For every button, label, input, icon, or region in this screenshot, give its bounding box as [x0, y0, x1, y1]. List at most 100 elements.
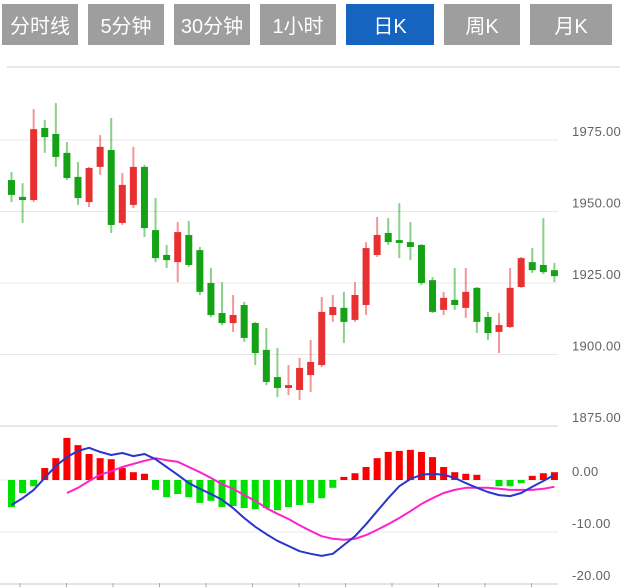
- macd-bar: [262, 480, 270, 509]
- macd-bar: [152, 480, 160, 490]
- macd-bar: [163, 480, 171, 498]
- candle-body: [96, 146, 104, 167]
- macd-bar: [296, 480, 304, 505]
- price-axis-label: 1950.00: [572, 196, 621, 211]
- macd-bar: [329, 480, 337, 488]
- macd-bar: [318, 480, 326, 499]
- candle-body: [506, 287, 514, 328]
- candle-body: [63, 152, 71, 179]
- candle-body: [473, 287, 481, 322]
- macd-bar: [528, 475, 536, 480]
- macd-bar: [462, 473, 470, 480]
- macd-bar: [41, 468, 49, 480]
- chart-layers: 1975.00 1950.00 1925.00 1900.00 1875.00 0.00 -…: [0, 66, 621, 587]
- candle-body: [107, 150, 115, 225]
- macd-histogram: [8, 437, 558, 511]
- tab-monthly-k[interactable]: 月K: [530, 4, 612, 45]
- candle-body: [240, 305, 248, 338]
- candle-body: [163, 254, 171, 261]
- candle-body: [440, 297, 448, 310]
- macd-bar: [362, 467, 370, 480]
- macd-bar: [495, 480, 503, 487]
- candle-body: [340, 307, 348, 322]
- macd-bar: [517, 480, 525, 484]
- candle-body: [495, 325, 503, 332]
- macd-bar: [196, 480, 204, 503]
- tab-weekly-k[interactable]: 周K: [444, 4, 520, 45]
- candle-body: [318, 311, 326, 366]
- candle-body: [484, 317, 492, 334]
- price-axis-label: 1900.00: [572, 339, 621, 354]
- macd-bar: [218, 480, 226, 508]
- candle-body: [262, 349, 270, 382]
- candle-body: [373, 234, 381, 255]
- macd-bar: [85, 454, 93, 480]
- macd-bar: [384, 451, 392, 480]
- candle-body: [207, 283, 215, 316]
- macd-bar: [63, 437, 71, 480]
- candle-body: [429, 280, 437, 312]
- macd-bar: [539, 473, 547, 480]
- candle-body: [30, 129, 38, 201]
- candle-body: [351, 295, 359, 320]
- dif-line: [10, 446, 555, 557]
- macd-bar: [473, 474, 481, 480]
- candle-body: [74, 176, 82, 199]
- macd-bar: [8, 480, 15, 508]
- macd-bar: [118, 468, 126, 480]
- price-axis-label: 1875.00: [572, 410, 621, 425]
- candle-body: [129, 166, 137, 205]
- macd-bar: [307, 480, 315, 503]
- candle-body: [384, 232, 392, 243]
- timeframe-tabbar: 分时线 5分钟 30分钟 1小时 日K 周K 月K: [2, 4, 612, 45]
- macd-bar: [174, 480, 182, 495]
- macd-bar: [285, 480, 292, 508]
- candle-body: [285, 385, 292, 388]
- candle-body: [251, 323, 259, 354]
- candle-body: [152, 230, 160, 259]
- candle-body: [185, 234, 193, 265]
- macd-bar: [506, 480, 514, 487]
- macd-axis-label: -20.00: [572, 568, 611, 583]
- candle-body: [329, 307, 337, 316]
- macd-bar: [107, 459, 115, 480]
- macd-bar: [429, 457, 437, 480]
- candle-body: [395, 240, 403, 243]
- tab-5min[interactable]: 5分钟: [88, 4, 164, 45]
- dea-line: [66, 457, 555, 541]
- tab-timeline[interactable]: 分时线: [2, 4, 78, 45]
- candle-body: [218, 313, 226, 324]
- tab-1hour[interactable]: 1小时: [260, 4, 336, 45]
- tab-daily-k[interactable]: 日K: [346, 4, 434, 45]
- macd-bar: [30, 480, 38, 487]
- candle-body: [406, 242, 414, 247]
- price-axis-label: 1975.00: [572, 124, 621, 139]
- macd-bar: [129, 472, 137, 480]
- candle-body: [8, 180, 15, 195]
- candle-body: [417, 244, 425, 283]
- candle-body: [229, 315, 237, 324]
- candles-group: [8, 103, 558, 400]
- tab-30min[interactable]: 30分钟: [174, 4, 250, 45]
- macd-bar: [140, 473, 148, 480]
- candle-body: [41, 127, 49, 138]
- candle-body: [539, 264, 547, 273]
- macd-bar: [395, 450, 403, 480]
- macd-bar: [451, 472, 459, 480]
- candle-body: [196, 250, 204, 292]
- candle-body: [174, 232, 182, 263]
- macd-bar: [185, 480, 193, 498]
- candle-body: [362, 248, 370, 306]
- candle-body: [118, 184, 126, 223]
- macd-bar: [96, 458, 104, 480]
- candle-body: [52, 133, 60, 157]
- macd-axis-label: 0.00: [572, 464, 599, 479]
- macd-bar: [340, 476, 348, 480]
- macd-bar: [550, 472, 558, 480]
- price-axis-label: 1925.00: [572, 267, 621, 282]
- macd-bar: [406, 449, 414, 480]
- macd-bar: [273, 480, 281, 511]
- macd-bar: [251, 480, 259, 510]
- candle-body: [528, 262, 536, 271]
